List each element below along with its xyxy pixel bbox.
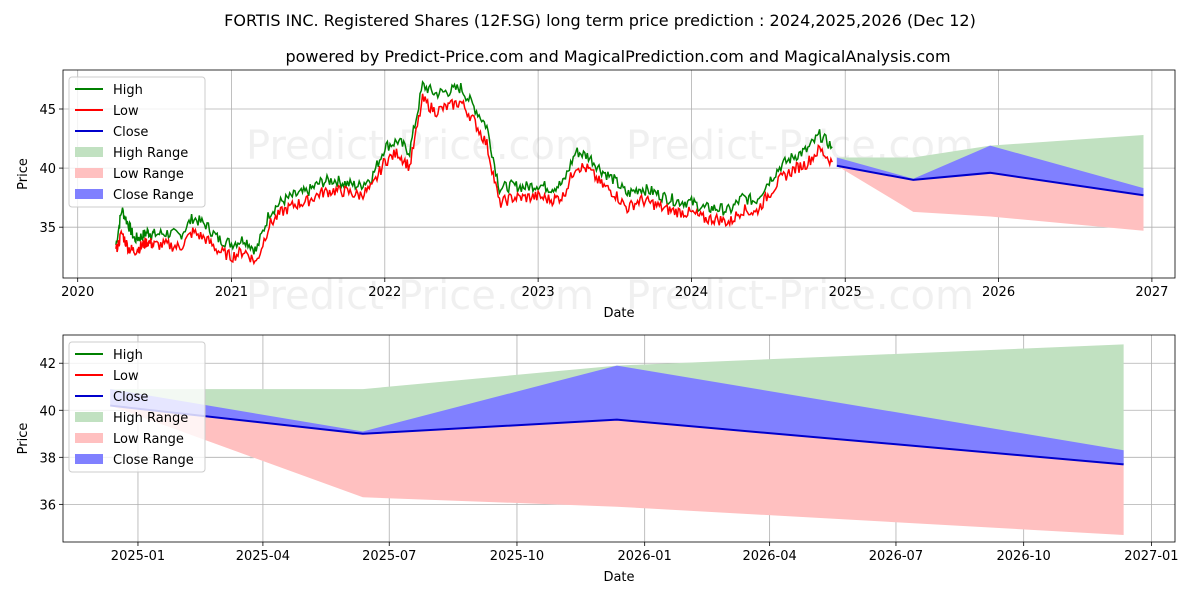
low-range-area [110,405,1124,535]
legend-label: High Range [113,411,188,426]
y-tick-label: 42 [39,357,56,372]
y-axis-label: Price [16,158,31,190]
x-tick-label: 2026-04 [742,549,796,564]
watermark-text: Predict-Price.com [626,273,974,319]
x-tick-label: 2025-07 [362,549,416,564]
x-axis-label: Date [603,306,634,321]
x-tick-label: 2022 [368,285,401,300]
x-tick-label: 2024 [675,285,708,300]
plot-frame [62,334,1176,543]
chart-legend: High Low Close High Range Low Range Close Ran… [68,341,206,473]
legend-swatch [75,168,103,178]
y-tick-label: 45 [39,103,56,118]
legend-label: Close Range [113,453,194,468]
close-line [110,404,1124,466]
long-term-chart-panel: Predict-Price.com Predict-Price.com Predic… [16,69,1176,321]
x-tick-label: 2026 [982,285,1015,300]
x-tick-label: 2025 [829,285,862,300]
high-line [115,79,833,255]
x-tick-label: 2027-01 [1124,549,1178,564]
legend-label: Low [113,104,139,119]
legend-label: Low Range [113,167,184,182]
y-tick-label: 35 [39,221,56,236]
forecast-zoom-chart-panel: Predict-Price.comPredict-Price.com2025-0… [16,334,1179,585]
legend-label: High Range [113,146,188,161]
x-tick-label: 2027 [1135,285,1168,300]
legend-label: Low [113,369,139,384]
x-tick-label: 2023 [522,285,555,300]
watermark-text: Predict-Price.com [246,123,594,169]
x-tick-label: 2026-01 [618,549,672,564]
chart-title: FORTIS INC. Registered Shares (12F.SG) l… [224,11,976,30]
legend-swatch [75,189,103,199]
x-axis-label: Date [603,570,634,585]
x-tick-label: 2025-01 [111,549,165,564]
x-tick-label: 2026-10 [997,549,1051,564]
chart-subtitle: powered by Predict-Price.com and Magical… [285,47,950,66]
legend-label: High [113,83,143,98]
x-tick-label: 2025-04 [236,549,290,564]
y-tick-label: 36 [39,498,56,513]
plot-area [110,344,1124,535]
low-range-area [836,165,1144,231]
low-line [115,93,833,266]
legend-label: High [113,348,143,363]
legend-swatch [75,412,103,422]
close-range-area [110,365,1124,465]
legend-label: Close [113,125,148,140]
legend-label: Low Range [113,432,184,447]
chart-legend: High Low Close High Range Low Range Close Ran… [68,76,206,208]
legend-label: Close Range [113,188,194,203]
x-tick-label: 2021 [215,285,248,300]
x-tick-label: 2020 [61,285,94,300]
close-line [836,164,1144,197]
legend-label: Close [113,390,148,405]
y-tick-label: 40 [39,404,56,419]
y-tick-label: 40 [39,162,56,177]
legend-swatch [75,147,103,157]
watermark-text: Predict-Price.com [246,273,594,319]
plot-frame [62,69,1176,279]
plot-area [115,79,1144,266]
x-tick-label: 2025-10 [490,549,544,564]
legend-swatch [75,454,103,464]
y-tick-label: 38 [39,451,56,466]
y-axis-label: Price [16,423,31,455]
x-tick-label: 2026-07 [869,549,923,564]
close-range-area [836,145,1144,196]
legend-swatch [75,433,103,443]
